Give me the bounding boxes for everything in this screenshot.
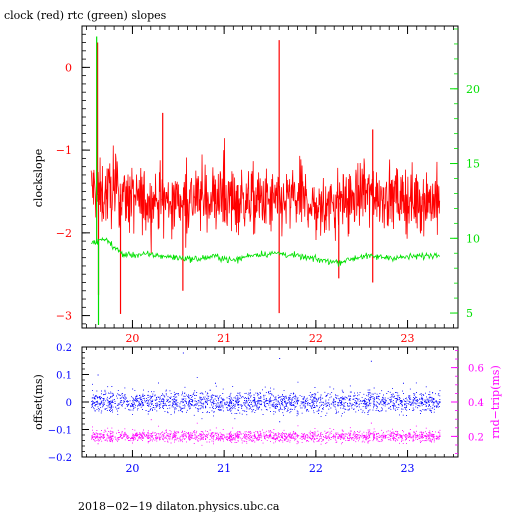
bottom-y-tick-label: 0 [66, 398, 72, 409]
top-axes-layer: 20 21 22 23 0 −1 −2 −3 20 15 10 5 [56, 26, 480, 345]
top-x-tick-label: 22 [309, 332, 323, 345]
outlier-offset-0 [97, 374, 99, 376]
bottom-y-tick-label: −0.2 [48, 453, 72, 464]
outlier-offset-2 [279, 358, 281, 359]
bottom-y-right-tick-label: 0.2 [468, 432, 484, 443]
top-x-tick-label: 20 [125, 332, 139, 345]
top-y-axis-label: clockslope [32, 149, 45, 207]
bottom-series-layer [91, 352, 441, 446]
outlier-offset-5 [402, 382, 404, 384]
top-x-tick-label: 23 [401, 332, 415, 345]
top-y-tick-label: −2 [56, 227, 72, 240]
bottom-x-tick-label: 20 [125, 462, 139, 475]
series-line-clock [90, 138, 441, 254]
bottom-plot: 20 21 22 23 0.2 0.1 0 −0.1 −0.2 0.6 0.4 0.2 offset(… [32, 343, 502, 475]
outlier-rndtrip-1 [150, 419, 152, 421]
top-chart-title: clock (red) rtc (green) slopes [4, 9, 167, 22]
bottom-y-axis-label: offset(ms) [32, 374, 45, 430]
bottom-axes-layer: 20 21 22 23 0.2 0.1 0 −0.1 −0.2 0.6 0.4 0.2 [48, 343, 484, 475]
bottom-x-tick-label: 22 [309, 462, 323, 475]
bottom-x-tick-label: 23 [401, 462, 415, 475]
top-x-tick-label: 21 [217, 332, 231, 345]
outlier-rndtrip-0 [97, 443, 99, 445]
bottom-y-tick-label: 0.2 [56, 343, 72, 354]
outlier-offset-6 [279, 421, 281, 423]
top-plot-frame [81, 25, 459, 329]
top-plot: clock (red) rtc (green) slopes 20 21 22 23 0… [4, 9, 480, 345]
outlier-rndtrip-2 [370, 422, 372, 424]
scatter-points-rndtrip [91, 422, 441, 446]
top-y-right-tick-label: 5 [466, 307, 473, 320]
outlier-offset-1 [182, 352, 184, 354]
top-y-tick-label: −3 [56, 310, 72, 323]
bottom-y-right-tick-label: 0.6 [468, 364, 484, 375]
top-y-right-tick-label: 20 [466, 83, 480, 96]
top-y-tick-label: −1 [56, 144, 72, 157]
bottom-y-right-tick-label: 0.4 [468, 398, 484, 409]
bottom-y-tick-label: −0.1 [48, 426, 72, 437]
top-series-layer [90, 36, 441, 326]
bottom-right-axis-label: rnd−trip(ms) [489, 365, 502, 439]
footer-text: 2018−02−19 dilaton.physics.ubc.ca [78, 500, 280, 512]
series-line-rtc [91, 236, 440, 267]
scatter-points-offset [91, 376, 441, 420]
top-y-tick-label: 0 [65, 61, 72, 74]
top-y-right-tick-label: 10 [466, 232, 480, 245]
outlier-offset-4 [214, 382, 216, 384]
outlier-offset-3 [370, 360, 372, 362]
top-y-right-tick-label: 15 [466, 158, 480, 171]
bottom-y-tick-label: 0.1 [56, 371, 72, 382]
bottom-x-tick-label: 21 [217, 462, 231, 475]
